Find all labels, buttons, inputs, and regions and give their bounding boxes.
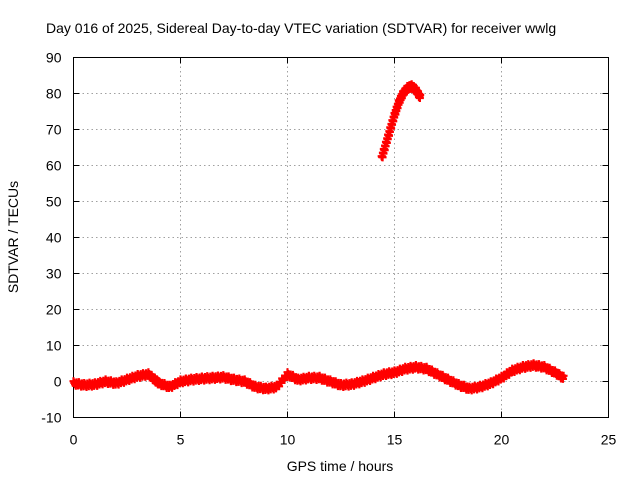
x-tick-label: 0 — [70, 432, 78, 448]
x-tick-label: 25 — [601, 432, 617, 448]
y-tick-label: 40 — [46, 230, 62, 246]
y-tick-labels: -10 0 10 20 30 40 50 60 70 80 90 — [41, 50, 61, 426]
x-tick-label: 10 — [280, 432, 296, 448]
y-tick-label: 80 — [46, 86, 62, 102]
axis-ticks — [73, 57, 609, 418]
y-tick-label: 10 — [46, 338, 62, 354]
x-tick-label: 5 — [177, 432, 185, 448]
y-tick-label: 0 — [54, 374, 62, 390]
data-series — [377, 80, 425, 162]
series-layer — [69, 80, 568, 395]
y-tick-label: -10 — [41, 410, 61, 426]
y-tick-label: 60 — [46, 158, 62, 174]
data-point-marker — [559, 371, 568, 380]
x-tick-label: 20 — [494, 432, 510, 448]
y-tick-label: 20 — [46, 302, 62, 318]
y-tick-label: 70 — [46, 122, 62, 138]
chart-title: Day 016 of 2025, Sidereal Day-to-day VTE… — [46, 20, 556, 36]
y-tick-label: 50 — [46, 194, 62, 210]
data-series — [69, 359, 568, 395]
data-point-marker — [416, 91, 425, 99]
x-tick-label: 15 — [387, 432, 403, 448]
x-axis-label: GPS time / hours — [287, 458, 394, 474]
x-tick-labels: 0 5 10 15 20 25 — [70, 432, 617, 448]
y-tick-label: 90 — [46, 50, 62, 66]
y-axis-label: SDTVAR / TECUs — [5, 181, 21, 293]
y-tick-label: 30 — [46, 266, 62, 282]
